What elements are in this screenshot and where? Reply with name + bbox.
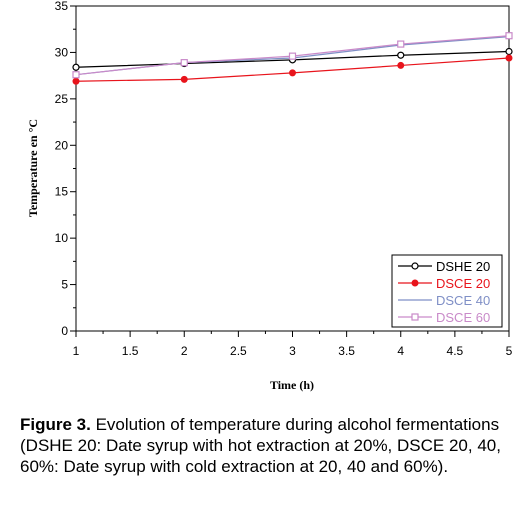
y-tick-label: 30	[55, 45, 69, 59]
legend: DSHE 20 DSCE 20 DSCE 40 DSCE 60	[391, 254, 503, 328]
y-tick-label: 5	[61, 278, 68, 292]
series-dsce-60	[72, 32, 513, 79]
data-point-dsce-20	[397, 61, 405, 69]
y-tick-label: 35	[55, 0, 69, 13]
legend-item-dsce-20: DSCE 20	[398, 276, 490, 291]
x-tick-label: 2.5	[230, 344, 247, 358]
x-tick-label: 4.5	[447, 344, 464, 358]
data-point-dsce-20	[72, 77, 80, 85]
legend-item-dsce-60: DSCE 60	[398, 310, 490, 325]
x-tick-label: 4	[397, 344, 404, 358]
y-tick-label: 25	[55, 92, 69, 106]
data-point-dsce-60	[505, 32, 513, 40]
y-tick-label: 10	[55, 231, 69, 245]
legend-box	[391, 254, 503, 328]
legend-marker	[411, 313, 419, 321]
data-point-dsce-60	[180, 59, 188, 67]
figure-caption-text: Evolution of temperature during alcohol …	[20, 415, 501, 476]
x-tick-label: 1.5	[122, 344, 139, 358]
y-tick-label: 0	[61, 324, 68, 338]
figure-caption: Figure 3. Evolution of temperature durin…	[20, 414, 525, 477]
x-tick-label: 5	[506, 344, 513, 358]
legend-marker	[411, 279, 419, 287]
x-tick-label: 3	[289, 344, 296, 358]
x-axis-ticks: 1 1.5 2 2.5 3 3.5 4 4.5 5	[73, 331, 513, 358]
data-point-dsce-20	[505, 54, 513, 62]
legend-item-dshe-20: DSHE 20	[398, 259, 490, 274]
data-point-dsce-60	[72, 71, 80, 79]
x-tick-label: 1	[73, 344, 80, 358]
data-point-dsce-60	[288, 52, 297, 60]
data-point-dsce-20	[289, 69, 296, 77]
legend-label: DSCE 40	[436, 293, 490, 308]
x-tick-label: 2	[181, 344, 188, 358]
legend-label: DSCE 60	[436, 310, 490, 325]
y-axis-title: Temperature en °C	[26, 119, 40, 217]
data-point-dshe-20	[505, 47, 513, 56]
data-point-dsce-60	[397, 40, 405, 48]
x-tick-label: 3.5	[338, 344, 355, 358]
y-tick-label: 20	[55, 138, 69, 152]
y-tick-label: 15	[55, 185, 69, 199]
x-axis-title: Time (h)	[270, 378, 314, 392]
series-dsce-20	[72, 54, 513, 85]
data-point-dsce-20	[180, 75, 188, 83]
data-point-dshe-20	[72, 63, 80, 71]
legend-marker	[411, 262, 419, 270]
y-axis-ticks: 0 5 10 15 20 25 30 35	[55, 0, 76, 338]
legend-label: DSHE 20	[436, 259, 490, 274]
line-chart: 0 5 10 15 20 25 30 35 1 1.5 2 2.5 3 3.5 4 4.5 5 DSHE 20…	[26, 0, 513, 392]
figure-caption-label: Figure 3.	[20, 415, 91, 434]
data-point-dshe-20	[397, 51, 405, 59]
series-layer	[72, 32, 513, 85]
legend-label: DSCE 20	[436, 276, 490, 291]
legend-item-dsce-40: DSCE 40	[398, 293, 490, 308]
